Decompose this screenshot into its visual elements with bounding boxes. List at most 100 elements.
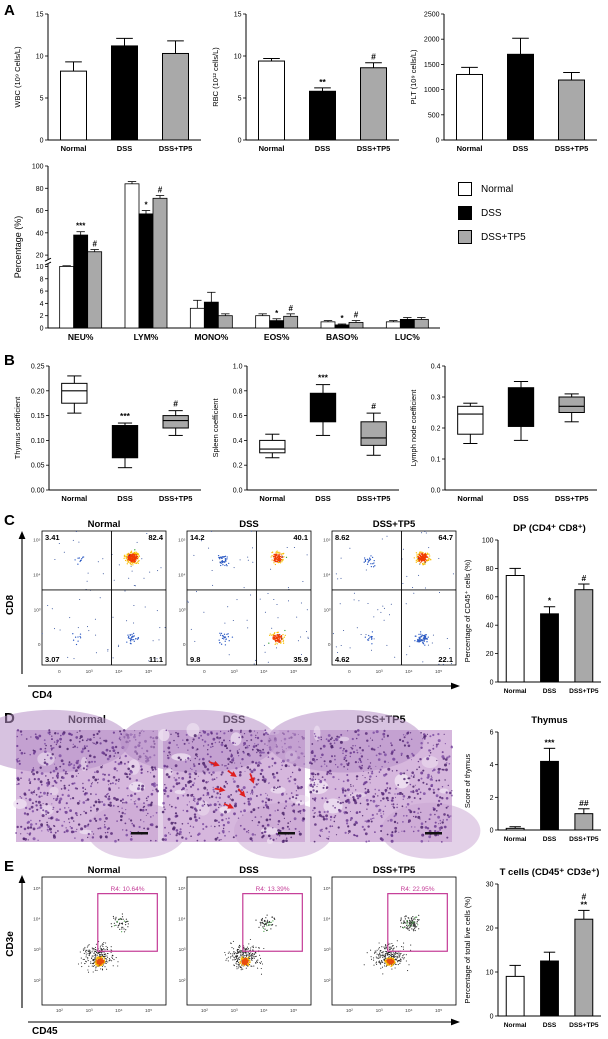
svg-text:*: *	[144, 201, 148, 210]
rbc-bar-chart: RBC (10¹² cells/L) 0 5 10 15 Normal ** DSS # DSS+…	[210, 4, 404, 156]
svg-text:DSS+TP5: DSS+TP5	[357, 494, 391, 503]
svg-text:R4: 22.95%: R4: 22.95%	[401, 886, 435, 893]
svg-text:80: 80	[486, 566, 494, 573]
svg-text:80: 80	[36, 186, 44, 193]
svg-text:10: 10	[36, 54, 44, 61]
svg-text:15: 15	[234, 12, 242, 19]
svg-text:R4: 10.64%: R4: 10.64%	[111, 886, 145, 893]
svg-text:2: 2	[490, 795, 494, 802]
svg-text:DSS: DSS	[543, 1022, 557, 1029]
svg-text:Score of thymus: Score of thymus	[463, 754, 472, 808]
svg-text:0.10: 0.10	[31, 438, 45, 445]
svg-text:Lymph node coefficient: Lymph node coefficient	[409, 389, 418, 467]
flow-cd45cd3e-dss: DSS R4: 13.39% 10⁵ 10⁴ 10³ 10² 10² 10³ 10⁴ 10⁵	[173, 864, 315, 1016]
svg-text:10: 10	[234, 54, 242, 61]
svg-text:2500: 2500	[424, 12, 440, 19]
legend-label-dss-tp5: DSS+TP5	[481, 231, 526, 243]
svg-text:10²: 10²	[56, 1008, 63, 1014]
thymus-score-bar-chart: Thymus Score of thymus 0 2 4 6 Normal *** DSS ## D…	[462, 712, 606, 846]
svg-text:10: 10	[486, 970, 494, 977]
svg-text:Percentage of total live cells: Percentage of total live cells (%)	[463, 896, 472, 1004]
svg-text:8: 8	[40, 276, 44, 283]
svg-text:11.1: 11.1	[149, 655, 163, 664]
svg-text:DSS: DSS	[117, 494, 132, 503]
spleen-coefficient-boxplot: Spleen coefficient 0.0 0.2 0.4 0.6 0.8 1.0 Norm…	[210, 356, 404, 506]
svg-text:6: 6	[40, 289, 44, 296]
cd4-axis-arrow: CD4	[28, 682, 460, 701]
svg-text:T cells (CD45⁺ CD3e⁺): T cells (CD45⁺ CD3e⁺)	[500, 867, 600, 878]
svg-text:10³: 10³	[34, 607, 41, 613]
svg-text:##: ##	[579, 798, 589, 808]
legend-swatch-dss-tp5	[458, 230, 472, 244]
svg-text:0: 0	[348, 669, 351, 675]
svg-text:10⁴: 10⁴	[178, 917, 185, 923]
svg-text:10²: 10²	[324, 978, 331, 984]
svg-text:0.0: 0.0	[233, 488, 243, 495]
svg-text:DSS+TP5: DSS+TP5	[373, 519, 416, 530]
svg-text:10⁵: 10⁵	[323, 538, 330, 544]
svg-text:10³: 10³	[86, 1008, 93, 1014]
flow-cd4cd8-dss-tp5: DSS+TP5 8.62 64.7 4.62 22.1 10⁵ 10⁴ 10³ 0 0 10³ 10⁴…	[318, 518, 460, 678]
cd3e-arrowhead-icon	[18, 875, 26, 883]
svg-text:**: **	[581, 899, 588, 909]
svg-text:#: #	[581, 891, 586, 901]
svg-text:10⁴: 10⁴	[33, 917, 40, 923]
svg-text:10³: 10³	[86, 669, 93, 675]
panel-label-e: E	[4, 858, 15, 875]
svg-text:Normal: Normal	[504, 836, 527, 843]
svg-text:DSS: DSS	[117, 144, 132, 153]
svg-text:10⁴: 10⁴	[260, 1008, 267, 1014]
svg-text:**: **	[319, 77, 326, 87]
svg-text:Normal: Normal	[259, 494, 285, 503]
svg-text:Normal: Normal	[61, 494, 87, 503]
svg-text:10³: 10³	[179, 607, 186, 613]
svg-text:3.41: 3.41	[45, 533, 60, 542]
svg-text:22.1: 22.1	[438, 655, 453, 664]
tcells-bar-chart: T cells (CD45⁺ CD3e⁺) Percentage of total…	[462, 864, 606, 1032]
svg-text:4: 4	[40, 301, 44, 308]
histology-image-dss-tp5	[267, 709, 481, 859]
svg-text:10⁵: 10⁵	[178, 886, 185, 892]
svg-text:DSS+TP5: DSS+TP5	[357, 144, 391, 153]
svg-text:10⁴: 10⁴	[33, 573, 40, 579]
svg-text:DSS+TP5: DSS+TP5	[159, 144, 193, 153]
legend-item-normal: Normal	[458, 182, 526, 196]
svg-text:64.7: 64.7	[438, 533, 453, 542]
cd3e-axis-arrow: CD3e	[5, 875, 26, 1008]
legend-swatch-normal	[458, 182, 472, 196]
svg-text:#: #	[371, 52, 376, 62]
svg-text:40: 40	[36, 230, 44, 237]
svg-text:0.25: 0.25	[31, 364, 45, 371]
cd8-axis-label: CD8	[5, 595, 16, 615]
svg-text:2000: 2000	[424, 37, 440, 44]
svg-text:3.07: 3.07	[45, 655, 60, 664]
svg-text:10⁵: 10⁵	[290, 1008, 297, 1014]
svg-text:8.62: 8.62	[335, 533, 350, 542]
svg-text:RBC (10¹² cells/L): RBC (10¹² cells/L)	[211, 47, 220, 107]
svg-text:10³: 10³	[376, 669, 383, 675]
svg-text:0.3: 0.3	[431, 395, 441, 402]
svg-text:5: 5	[238, 96, 242, 103]
svg-text:0.8: 0.8	[233, 388, 243, 395]
svg-text:0: 0	[40, 138, 44, 145]
svg-text:1500: 1500	[424, 62, 440, 69]
svg-text:DSS: DSS	[315, 494, 330, 503]
svg-text:DSS+TP5: DSS+TP5	[373, 865, 416, 876]
svg-text:DSS: DSS	[239, 519, 259, 530]
svg-text:0.2: 0.2	[233, 463, 243, 470]
svg-text:LYM%: LYM%	[134, 332, 159, 342]
svg-text:15: 15	[36, 12, 44, 19]
svg-text:Percentage of CD45⁺ cells (%): Percentage of CD45⁺ cells (%)	[463, 559, 472, 662]
svg-text:10⁴: 10⁴	[115, 1008, 122, 1014]
svg-text:0: 0	[490, 1014, 494, 1021]
svg-text:#: #	[158, 186, 163, 195]
svg-text:10⁵: 10⁵	[435, 669, 442, 675]
svg-text:#: #	[173, 399, 178, 409]
cd45-arrowhead-icon	[451, 1018, 460, 1026]
svg-text:Normal: Normal	[88, 519, 121, 530]
svg-text:10³: 10³	[324, 607, 331, 613]
svg-text:***: ***	[120, 411, 131, 421]
svg-text:40.1: 40.1	[293, 533, 308, 542]
svg-text:#: #	[581, 573, 586, 583]
